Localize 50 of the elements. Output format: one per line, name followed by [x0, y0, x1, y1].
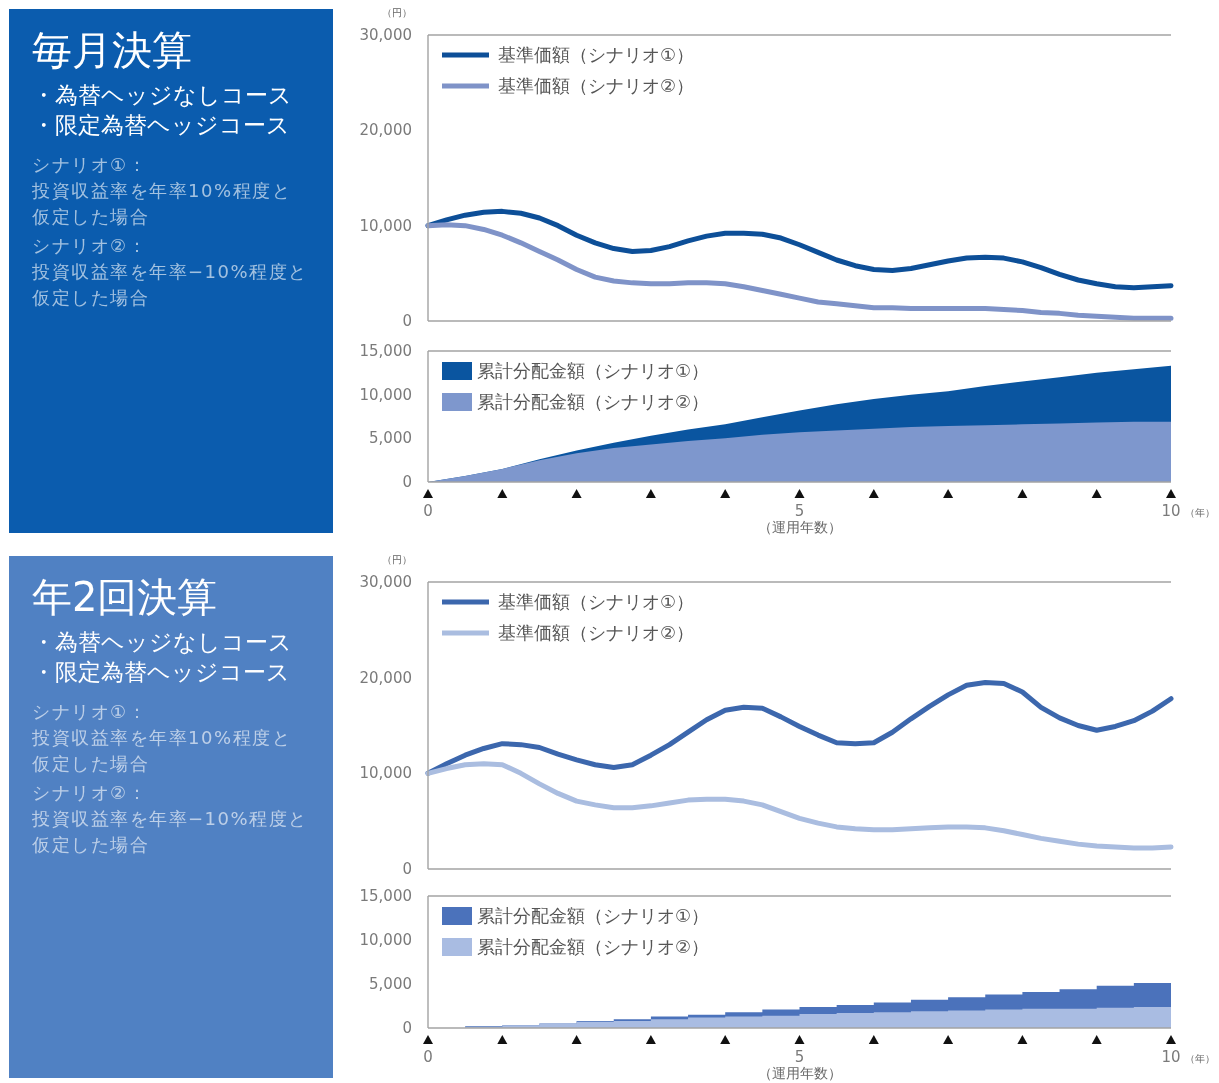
text: ・限定為替ヘッジコース	[32, 111, 291, 140]
text: 年2回決算	[32, 573, 219, 621]
text: 投資収益率を年率10%程度と仮定した場合	[32, 179, 292, 229]
legend-label: 累計分配金額（シナリオ②）	[477, 391, 710, 412]
y-tick-label: 0	[402, 860, 412, 878]
y-tick-label: 5,000	[369, 975, 412, 993]
y-axis-title: （円）	[382, 7, 412, 18]
x-tick-label: 0	[423, 502, 433, 520]
y-tick-label: 10,000	[359, 931, 412, 949]
text: （年）	[1185, 1053, 1215, 1064]
y-tick-label: 30,000	[359, 573, 412, 591]
text: 毎月決算	[32, 26, 193, 74]
y-tick-label: 20,000	[359, 668, 412, 687]
text: ・為替ヘッジなしコース	[32, 81, 293, 110]
y-tick-label: 15,000	[359, 342, 412, 360]
x-axis-title: （運用年数）	[757, 1065, 842, 1081]
y-axis-title: （円）	[382, 554, 412, 565]
text: ・限定為替ヘッジコース	[32, 658, 291, 687]
text: シナリオ②：	[32, 781, 149, 805]
legend-label: 累計分配金額（シナリオ②）	[477, 936, 710, 957]
x-tick-label: 5	[794, 502, 805, 520]
legend-label: 基準価額（シナリオ②）	[498, 75, 695, 96]
text: 投資収益率を年率−10%程度と仮定した場合	[32, 260, 309, 310]
y-tick-label: 30,000	[359, 26, 412, 44]
x-tick-label: 0	[423, 1048, 433, 1066]
y-tick-label: 0	[402, 312, 412, 330]
legend-label: 基準価額（シナリオ①）	[498, 44, 695, 65]
y-tick-label: 10,000	[359, 764, 412, 783]
y-tick-label: 10,000	[359, 216, 412, 235]
legend-label: 累計分配金額（シナリオ①）	[477, 360, 710, 381]
y-tick-label: 5,000	[369, 429, 412, 448]
y-tick-label: 0	[402, 473, 412, 491]
legend-label: 累計分配金額（シナリオ①）	[477, 905, 710, 926]
text: ・為替ヘッジなしコース	[32, 628, 293, 657]
text: （年）	[1185, 507, 1215, 518]
text: 投資収益率を年率−10%程度と仮定した場合	[32, 807, 309, 857]
text: シナリオ①：	[32, 700, 149, 724]
x-tick-label: 10	[1161, 502, 1181, 520]
text: シナリオ②：	[32, 234, 149, 258]
x-axis-title: （運用年数）	[757, 519, 842, 535]
legend-label: 基準価額（シナリオ②）	[498, 622, 695, 643]
text: シナリオ①：	[32, 153, 149, 177]
y-tick-label: 20,000	[359, 121, 412, 140]
x-tick-label: 10	[1161, 1048, 1181, 1066]
y-tick-label: 10,000	[359, 385, 412, 404]
y-tick-label: 15,000	[359, 887, 412, 905]
text: 投資収益率を年率10%程度と仮定した場合	[32, 726, 292, 776]
legend-label: 基準価額（シナリオ①）	[498, 591, 695, 612]
x-tick-label: 5	[794, 1048, 805, 1066]
y-tick-label: 0	[402, 1019, 412, 1037]
